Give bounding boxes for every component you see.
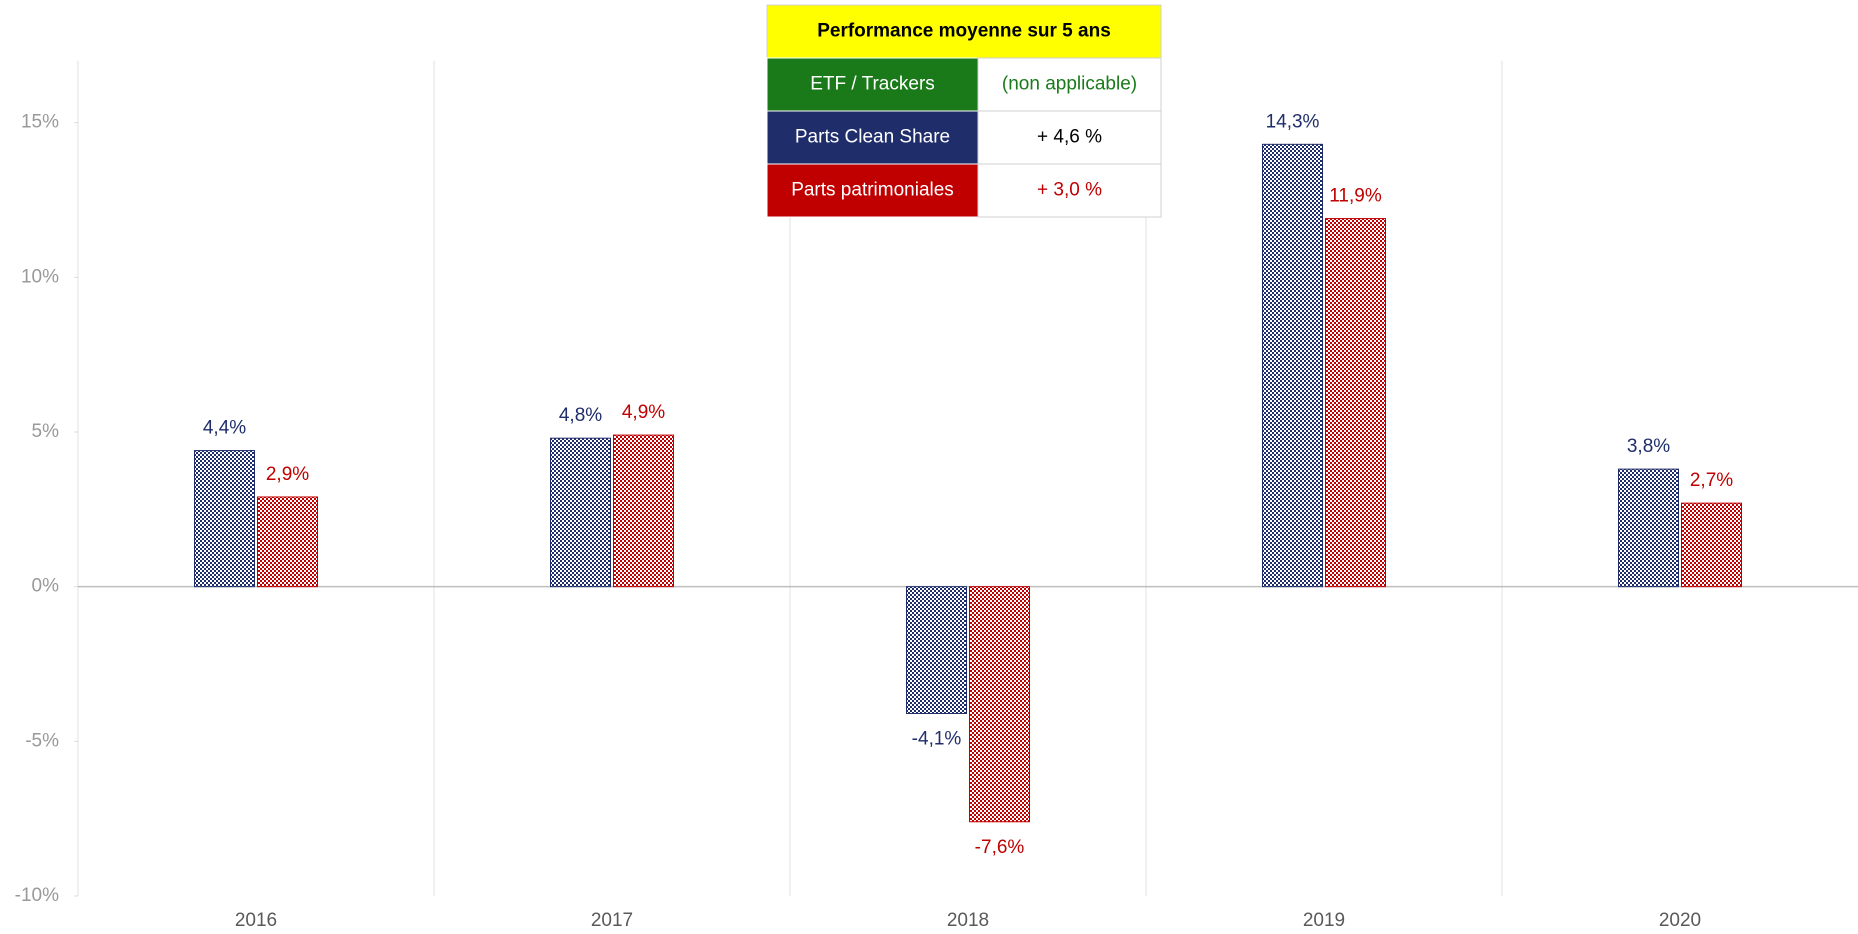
- x-tick-label: 2020: [1659, 910, 1701, 931]
- legend-swatch: [766, 163, 979, 218]
- value-label: 2,7%: [1690, 470, 1733, 491]
- x-tick-label: 2019: [1303, 910, 1345, 931]
- x-tick-label: 2018: [947, 910, 989, 931]
- legend-title-bg: [766, 4, 1162, 59]
- legend-summary: + 3,0 %: [1037, 180, 1102, 201]
- x-tick-label: 2017: [591, 910, 633, 931]
- bar: [969, 586, 1030, 823]
- value-label: -4,1%: [912, 729, 962, 750]
- bar: [906, 586, 967, 714]
- bar: [1681, 502, 1742, 588]
- bar: [1262, 143, 1323, 588]
- value-label: 4,8%: [559, 405, 602, 426]
- bar: [1618, 468, 1679, 588]
- legend-label: ETF / Trackers: [810, 74, 935, 95]
- value-label: -7,6%: [975, 837, 1025, 858]
- bar: [257, 496, 318, 588]
- legend-swatch: [766, 110, 979, 165]
- y-tick-label: -10%: [15, 885, 59, 906]
- value-label: 3,8%: [1627, 436, 1670, 457]
- legend-cell: [977, 163, 1162, 218]
- y-tick-label: 10%: [21, 266, 59, 287]
- legend-label: Parts Clean Share: [795, 127, 950, 148]
- value-label: 14,3%: [1266, 111, 1320, 132]
- value-label: 4,4%: [203, 418, 246, 439]
- bar: [550, 437, 611, 588]
- value-label: 4,9%: [622, 402, 665, 423]
- legend-summary: (non applicable): [1002, 74, 1137, 95]
- y-tick-label: 5%: [32, 421, 60, 442]
- bar: [194, 450, 255, 588]
- legend-title: Performance moyenne sur 5 ans: [817, 21, 1111, 42]
- legend-cell: [977, 57, 1162, 112]
- legend-swatch: [766, 57, 979, 112]
- y-tick-label: -5%: [25, 730, 59, 751]
- value-label: 2,9%: [266, 464, 309, 485]
- value-label: 11,9%: [1329, 186, 1382, 207]
- legend-summary: + 4,6 %: [1037, 127, 1102, 148]
- y-tick-label: 15%: [21, 112, 59, 133]
- legend-label: Parts patrimoniales: [791, 180, 954, 201]
- y-tick-label: 0%: [32, 576, 60, 597]
- x-tick-label: 2016: [235, 910, 277, 931]
- bar: [1325, 218, 1386, 588]
- bar: [613, 434, 674, 588]
